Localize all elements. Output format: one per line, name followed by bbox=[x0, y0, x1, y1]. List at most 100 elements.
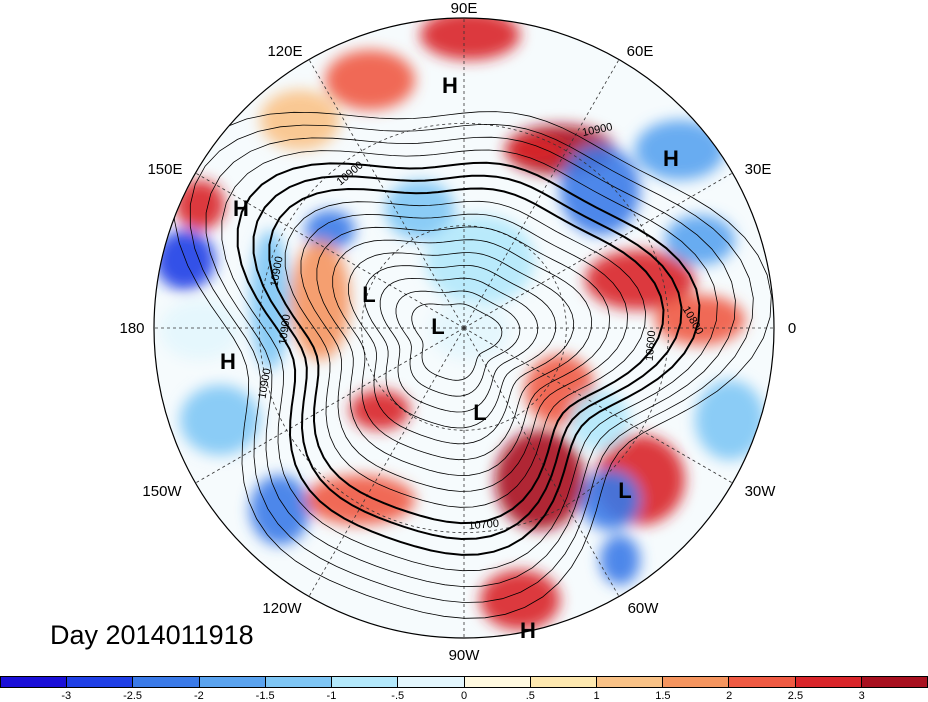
anomaly-blob bbox=[260, 90, 340, 150]
lon-label-180: 180 bbox=[119, 320, 144, 337]
height-contour bbox=[173, 111, 772, 619]
height-contours bbox=[173, 111, 772, 619]
low-center: L bbox=[618, 478, 631, 503]
colorbar-cell bbox=[1, 677, 68, 687]
anomaly-blob bbox=[425, 215, 535, 305]
contour-labels: 10900 10900 10900 10900 10900 10600 1080… bbox=[256, 121, 705, 532]
anomaly-blob bbox=[665, 215, 735, 265]
anomaly-blob bbox=[180, 385, 260, 455]
colorbar-cell bbox=[199, 677, 266, 687]
anomaly-blob bbox=[695, 380, 765, 460]
colorbar-cell bbox=[133, 677, 200, 687]
colorbar-tick-label: 3 bbox=[858, 690, 865, 702]
colorbar-tick-label: .5 bbox=[525, 690, 535, 702]
low-center: L bbox=[362, 282, 375, 307]
anomaly-field bbox=[154, 18, 774, 638]
height-contour bbox=[189, 123, 754, 603]
height-contour bbox=[379, 277, 539, 413]
height-contour bbox=[332, 239, 593, 461]
anomaly-blob bbox=[560, 145, 640, 235]
contour-label: 10600 bbox=[644, 330, 659, 362]
lon-label-60w: 60W bbox=[628, 600, 660, 617]
contour-label: 10900 bbox=[277, 314, 293, 346]
meridian-line bbox=[195, 172, 465, 329]
anomaly-blob bbox=[250, 475, 310, 545]
meridian-line bbox=[463, 172, 733, 329]
high-center: H bbox=[663, 146, 679, 171]
colorbar-tick-label: -2 bbox=[193, 690, 204, 702]
colorbar-cell bbox=[861, 677, 928, 687]
colorbar-cell bbox=[596, 677, 664, 687]
height-contour bbox=[268, 187, 665, 525]
height-contour bbox=[252, 174, 683, 541]
lon-label-150w: 150W bbox=[142, 483, 182, 500]
lon-label-150e: 150E bbox=[147, 161, 182, 178]
colorbar-cell bbox=[332, 677, 399, 687]
colorbar-tick-label: -3 bbox=[61, 690, 72, 702]
low-center: L bbox=[473, 400, 486, 425]
anomaly-blob bbox=[325, 50, 415, 110]
contour-label: 10900 bbox=[268, 255, 285, 287]
lon-label-30e: 30E bbox=[745, 161, 772, 178]
map-title: Day 2014011918 bbox=[50, 620, 254, 650]
height-contour bbox=[300, 213, 629, 492]
colorbar-cell bbox=[464, 677, 531, 687]
contour-label: 10900 bbox=[256, 367, 273, 399]
anomaly-blob bbox=[600, 535, 640, 585]
meridian-line bbox=[463, 327, 620, 597]
colorbar-tick-label: -1.5 bbox=[255, 690, 275, 702]
colorbar-tick-label: 1.5 bbox=[655, 690, 671, 702]
colorbar-tick-label: 2 bbox=[726, 690, 733, 702]
colorbar-tick-label: -2.5 bbox=[123, 690, 143, 702]
anomaly-blob bbox=[305, 210, 355, 250]
anomaly-blob bbox=[175, 180, 225, 230]
low-center: L bbox=[431, 314, 444, 339]
colorbar-tick-label: 1 bbox=[593, 690, 600, 702]
pressure-center-labels: H H H H H L L L L bbox=[220, 73, 679, 643]
colorbar-tick-label: -1 bbox=[326, 690, 337, 702]
height-contour bbox=[284, 200, 647, 508]
colorbar-tick-label: -.5 bbox=[391, 690, 405, 702]
height-contour bbox=[348, 252, 575, 445]
colorbar-cell bbox=[663, 677, 730, 687]
meridian-line bbox=[308, 327, 465, 597]
height-contour bbox=[205, 136, 736, 588]
anomaly-blob bbox=[290, 240, 350, 360]
lon-label-90e: 90E bbox=[451, 0, 478, 17]
anomaly-blob bbox=[305, 475, 415, 525]
lon-label-30w: 30W bbox=[745, 483, 777, 500]
colorbar-cell bbox=[530, 677, 597, 687]
polar-map: 90E 120E 60E 150E 30E 180 0 150W 30W 120… bbox=[119, 0, 796, 664]
high-center: H bbox=[220, 349, 236, 374]
anomaly-blob bbox=[570, 390, 630, 450]
colorbar-cell bbox=[729, 677, 796, 687]
anomaly-blob bbox=[585, 250, 695, 310]
lon-label-60e: 60E bbox=[627, 43, 654, 60]
anomaly-blob bbox=[155, 230, 215, 290]
colorbar-cell bbox=[795, 677, 862, 687]
high-center: H bbox=[233, 196, 249, 221]
height-contour bbox=[221, 149, 718, 572]
anomaly-blob bbox=[420, 18, 520, 60]
colorbar-cell bbox=[265, 677, 333, 687]
contour-label: 10700 bbox=[468, 518, 500, 533]
colorbar-tick-label: 0 bbox=[460, 690, 468, 702]
map-boundary bbox=[153, 17, 775, 639]
lon-label-0: 0 bbox=[788, 320, 796, 337]
anomaly-blob bbox=[160, 300, 240, 360]
height-contour bbox=[395, 290, 521, 397]
anomaly-blob bbox=[385, 180, 455, 240]
longitude-labels: 90E 120E 60E 150E 30E 180 0 150W 30W 120… bbox=[119, 0, 796, 664]
colorbar bbox=[0, 676, 928, 688]
anomaly-blob bbox=[505, 136, 565, 164]
high-center: H bbox=[520, 618, 536, 643]
lon-label-120e: 120E bbox=[267, 43, 302, 60]
colorbar-cell bbox=[398, 677, 465, 687]
meridian-line bbox=[463, 327, 733, 484]
lon-label-90w: 90W bbox=[449, 647, 481, 664]
anomaly-blob bbox=[430, 300, 510, 360]
high-center: H bbox=[442, 73, 458, 98]
graticule bbox=[154, 18, 774, 638]
meridian-line bbox=[195, 327, 465, 484]
anomaly-blob bbox=[350, 390, 410, 430]
